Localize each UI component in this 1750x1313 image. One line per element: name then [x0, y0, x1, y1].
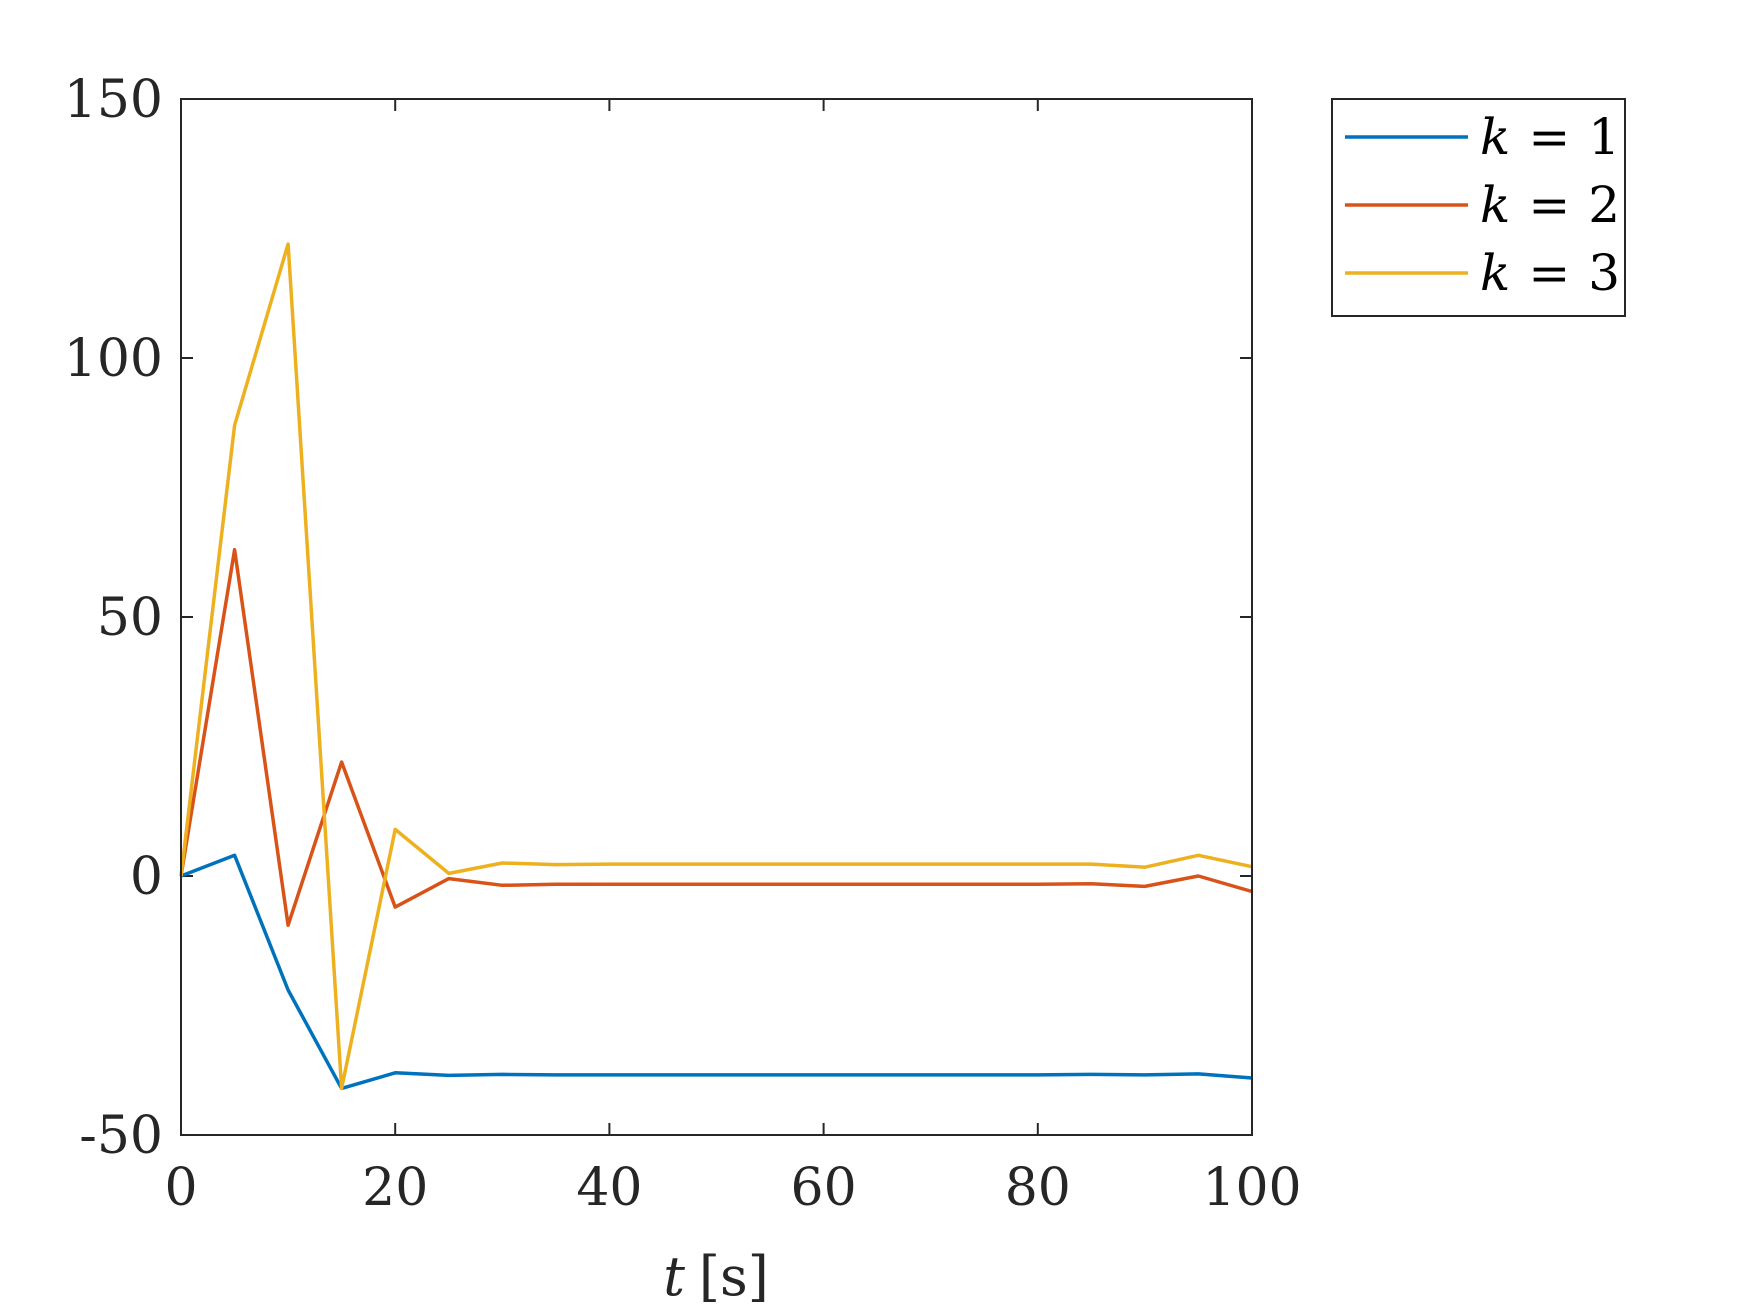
series-line-k1 [180, 853, 1253, 1091]
legend-entry-k2: k = 2 [1480, 176, 1620, 234]
legend-variable: k [1480, 244, 1510, 302]
legend-entry-k1: k = 1 [1480, 108, 1620, 166]
x-tick-label: 20 [362, 1158, 428, 1218]
legend-box [1331, 98, 1626, 317]
x-tick-label: 100 [1202, 1158, 1301, 1218]
legend-equals: = [1528, 108, 1570, 166]
x-tick-label: 60 [791, 1158, 857, 1218]
y-tick-label: 50 [97, 588, 163, 648]
legend-equals: = [1528, 176, 1570, 234]
y-tick-label: 150 [64, 70, 163, 130]
legend-entry-k3: k = 3 [1480, 244, 1620, 302]
x-tick-label: 80 [1005, 1158, 1071, 1218]
legend-equals: = [1528, 244, 1570, 302]
x-tick-label: 40 [576, 1158, 642, 1218]
y-tick-label: 100 [64, 329, 163, 389]
y-tick-label: -50 [79, 1106, 163, 1166]
series-lines [179, 242, 1253, 1091]
x-tick-label: 0 [164, 1158, 197, 1218]
legend-variable: k [1480, 108, 1510, 166]
legend-variable: k [1480, 176, 1510, 234]
series-line-k3 [179, 242, 1253, 1091]
x-axis-label: t [s] [663, 1245, 769, 1308]
legend-value: 3 [1588, 244, 1620, 302]
x-axis-label-variable: t [663, 1245, 685, 1308]
legend-value: 2 [1588, 176, 1620, 234]
legend-value: 1 [1588, 108, 1620, 166]
plot-area [181, 99, 1252, 1135]
x-axis-label-unit: [s] [699, 1245, 769, 1308]
legend: k = 1 k = 2 k = 3 [1331, 98, 1626, 317]
y-tick-label: 0 [130, 847, 163, 907]
series-line-k2 [179, 547, 1253, 927]
plot-frame [180, 98, 1253, 1136]
